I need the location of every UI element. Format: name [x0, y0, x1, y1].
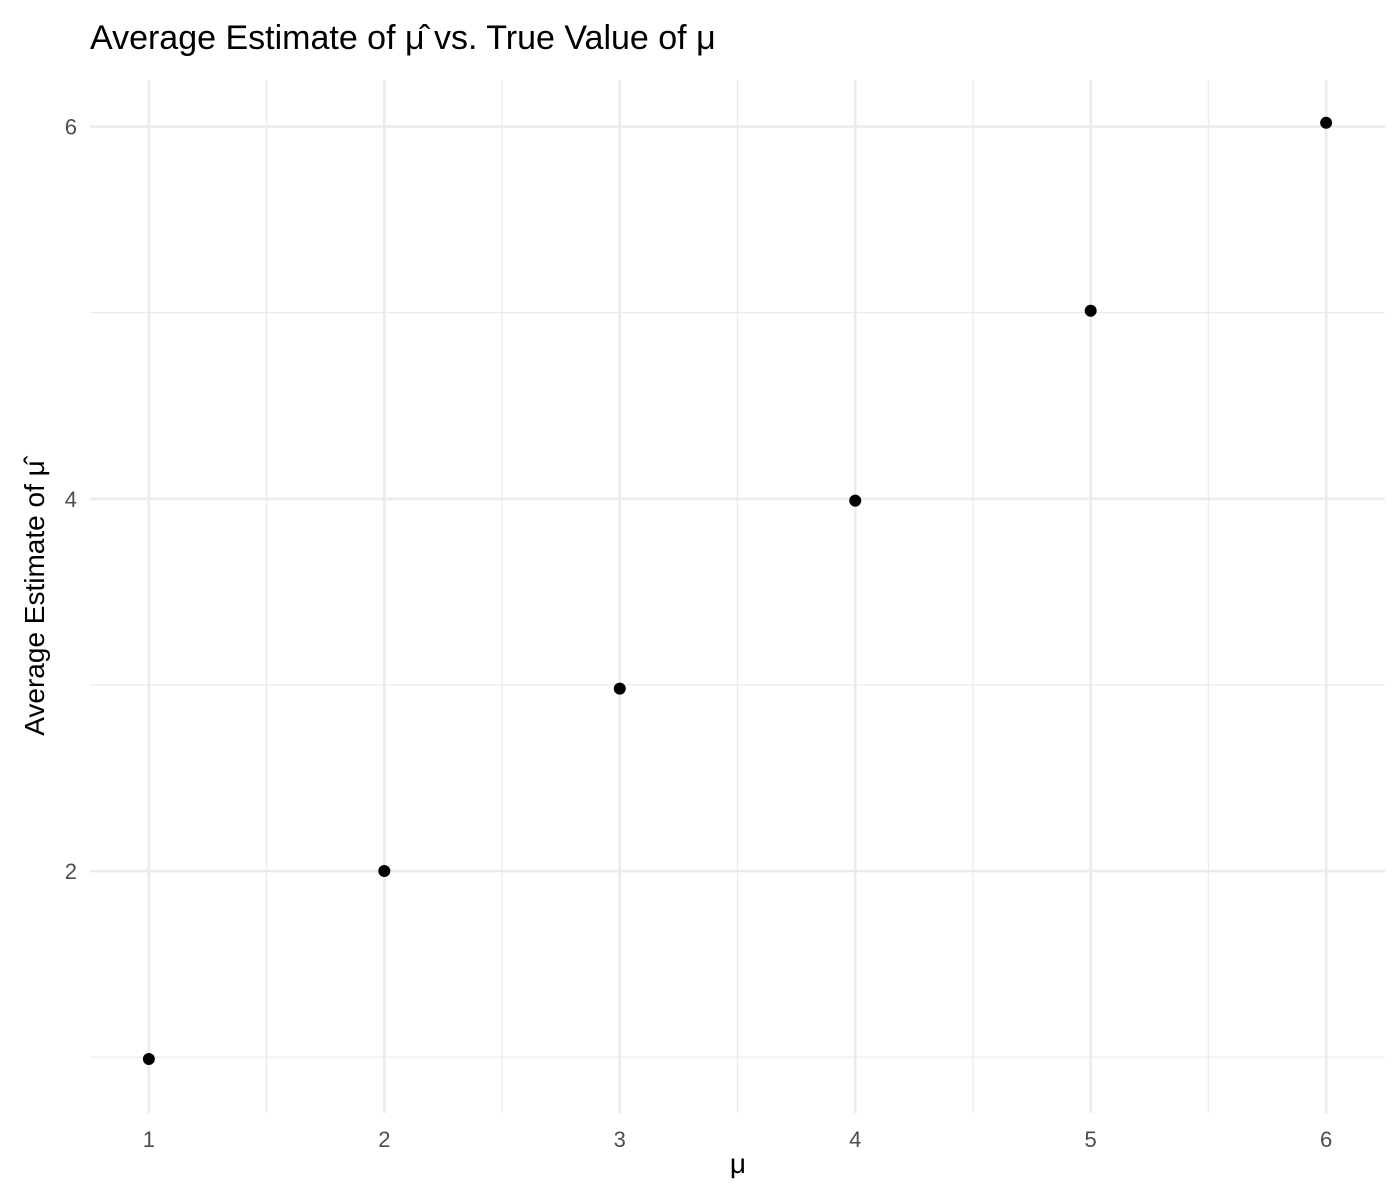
y-tick-label: 2	[65, 859, 77, 884]
tick-labels: 1 2 3 4 5 6 2 4 6	[65, 115, 1333, 1152]
x-axis-title: μ	[730, 1148, 746, 1179]
data-point	[142, 1053, 155, 1066]
x-tick-label: 3	[614, 1127, 626, 1152]
x-tick-label: 6	[1320, 1127, 1332, 1152]
x-tick-label: 1	[143, 1127, 155, 1152]
data-point	[378, 865, 391, 878]
grid-lines	[90, 80, 1385, 1113]
chart-title: Average Estimate of μ̂ vs. True Value of…	[90, 19, 716, 57]
x-tick-label: 5	[1085, 1127, 1097, 1152]
y-axis-title: Average Estimate of μ̂	[19, 455, 50, 736]
data-point	[613, 682, 626, 695]
y-tick-label: 6	[65, 115, 77, 140]
data-points	[142, 116, 1333, 1066]
y-tick-label: 4	[65, 487, 77, 512]
x-tick-label: 2	[378, 1127, 390, 1152]
data-point	[1320, 116, 1333, 129]
data-point	[849, 494, 862, 507]
data-point	[1084, 304, 1097, 317]
x-tick-label: 4	[849, 1127, 861, 1152]
